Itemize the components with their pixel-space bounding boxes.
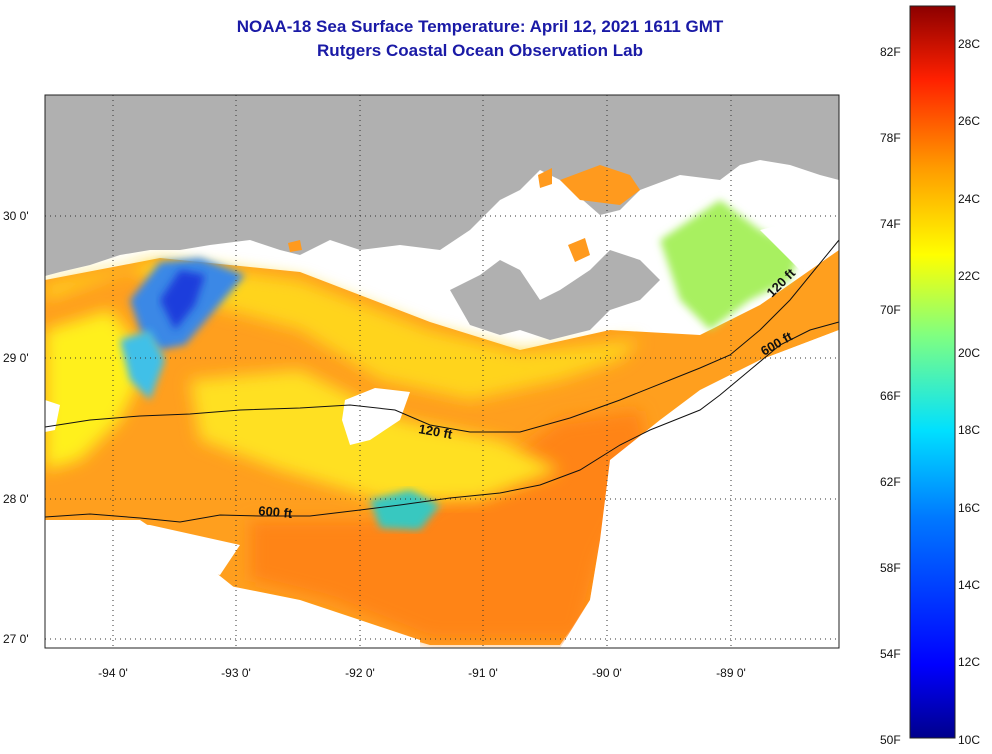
lake-small: [538, 168, 552, 188]
colorbar-f-label: 70F: [880, 303, 901, 317]
contour-120ft: [44, 239, 840, 433]
lat-label: 30 0': [3, 209, 29, 223]
nodata-cloud-southwest: [45, 580, 420, 648]
contour-600ft: [44, 321, 840, 523]
grid-lines: [45, 95, 839, 648]
colorbar-celsius-labels: 28C 26C 24C 22C 20C 18C 16C 14C 12C 10C: [958, 37, 980, 747]
sst-cyan-patch: [370, 490, 440, 530]
lon-label: -91 0': [468, 666, 498, 680]
map-subtitle: Rutgers Coastal Ocean Observation Lab: [317, 41, 643, 60]
colorbar-f-label: 54F: [880, 647, 901, 661]
colorbar-f-label: 50F: [880, 733, 901, 747]
colorbar-c-label: 14C: [958, 578, 980, 592]
longitude-labels: -94 0' -93 0' -92 0' -91 0' -90 0' -89 0…: [98, 666, 746, 680]
nodata-east: [760, 190, 839, 270]
colorbar-f-label: 62F: [880, 475, 901, 489]
lake-area: [560, 165, 640, 205]
colorbar-f-label: 66F: [880, 389, 901, 403]
lake-west: [288, 240, 302, 252]
colorbar-c-label: 18C: [958, 423, 980, 437]
colorbar-f-label: 74F: [880, 217, 901, 231]
sst-cyan-streak: [120, 330, 165, 400]
latitude-labels: 30 0' 29 0' 28 0' 27 0': [3, 209, 29, 646]
colorbar-c-label: 10C: [958, 733, 980, 747]
colorbar-c-label: 20C: [958, 346, 980, 360]
contour-label-600-west: 600 ft: [258, 503, 294, 521]
lat-label: 28 0': [3, 492, 29, 506]
colorbar-c-label: 12C: [958, 655, 980, 669]
nodata-southeast: [560, 330, 839, 648]
colorbar-fahrenheit-labels: 82F 78F 74F 70F 66F 62F 58F 54F 50F: [880, 45, 901, 747]
lake-center: [568, 238, 590, 262]
land-mass: [45, 95, 839, 340]
nodata-cloud-south: [45, 520, 240, 585]
nodata-cloud-central: [342, 388, 410, 445]
colorbar-c-label: 26C: [958, 114, 980, 128]
map-border: [44, 94, 840, 649]
lon-label: -92 0': [345, 666, 375, 680]
colorbar-f-label: 58F: [880, 561, 901, 575]
contour-label-120-central: 120 ft: [417, 421, 454, 442]
colorbar: [909, 5, 956, 739]
lon-label: -94 0': [98, 666, 128, 680]
colorbar-c-label: 22C: [958, 269, 980, 283]
map-title: NOAA-18 Sea Surface Temperature: April 1…: [236, 17, 724, 36]
colorbar-f-label: 82F: [880, 45, 901, 59]
colorbar-c-label: 28C: [958, 37, 980, 51]
sst-blue-core: [160, 270, 205, 330]
sst-field: [45, 95, 839, 648]
colorbar-f-label: 78F: [880, 131, 901, 145]
lon-label: -90 0': [592, 666, 622, 680]
nodata-west-edge: [45, 400, 60, 432]
lon-label: -93 0': [221, 666, 251, 680]
colorbar-c-label: 24C: [958, 192, 980, 206]
lon-label: -89 0': [716, 666, 746, 680]
lat-label: 29 0': [3, 351, 29, 365]
lat-label: 27 0': [3, 632, 29, 646]
colorbar-c-label: 16C: [958, 501, 980, 515]
